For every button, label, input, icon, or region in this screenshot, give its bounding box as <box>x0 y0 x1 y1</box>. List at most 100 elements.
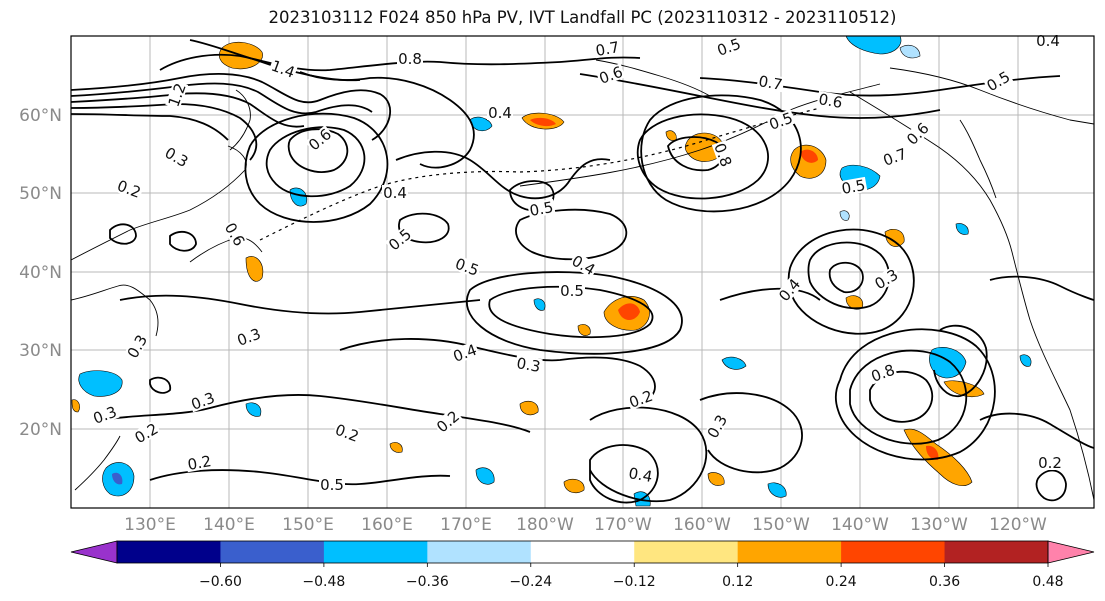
contour-label: 0.7 <box>757 72 784 94</box>
colorbar-frame <box>116 540 1049 564</box>
contour-label-bg <box>1035 33 1061 48</box>
contour-label-bg <box>903 119 933 149</box>
map-title: 2023103112 F024 850 hPa PV, IVT Landfall… <box>268 8 897 27</box>
latitude-label: 40°N <box>19 263 62 283</box>
contour-label-bg <box>131 419 162 446</box>
positive-anomaly <box>530 117 556 127</box>
contour-label-bg <box>880 145 910 169</box>
contour-label-bg <box>596 63 626 87</box>
contour-label: 0.2 <box>186 452 213 474</box>
contour-label-bg <box>711 140 735 170</box>
longitude-label: 150°E <box>282 515 334 535</box>
negative-anomaly <box>475 467 495 485</box>
contour-label-bg <box>332 421 362 445</box>
colorbar-label: −0.24 <box>509 574 552 590</box>
contour-label: 0.4 <box>1036 32 1060 50</box>
positive-anomaly <box>926 445 939 460</box>
contour-label: 0.3 <box>515 354 542 376</box>
colorbar-segment <box>117 541 221 563</box>
colorbar-left-extend <box>70 540 118 564</box>
longitude-label: 130°W <box>910 515 968 535</box>
contour-label-bg <box>161 143 192 170</box>
colorbar-segment <box>737 541 842 563</box>
contour-label-bg <box>304 125 335 154</box>
positive-anomaly <box>245 256 264 282</box>
contour-label-bg <box>487 105 513 120</box>
latitude-label: 30°N <box>19 341 62 361</box>
colorbar-label: 0.12 <box>722 574 753 590</box>
longitude-label: 140°E <box>203 515 255 535</box>
longitude-labels: 130°E 140°E 150°E 160°E 170°E 180°W 170°W 160°W… <box>124 515 1047 535</box>
contour-label-bg <box>868 361 898 385</box>
negative-anomaly <box>112 472 123 485</box>
longitude-label: 160°E <box>361 515 413 535</box>
contour-label-bg <box>268 57 298 81</box>
contour-label: 0.6 <box>817 90 844 112</box>
contour-label: 0.7 <box>594 38 621 60</box>
contour-label-bg <box>450 341 480 365</box>
negative-anomaly <box>899 44 921 59</box>
contour-label-bg <box>527 198 556 219</box>
colorbar-label: 0.24 <box>826 574 857 590</box>
colorbar <box>70 540 1095 564</box>
longitude-label: 150°W <box>752 515 810 535</box>
contour-label: 0.2 <box>1038 454 1062 472</box>
colorbar-segment <box>841 541 946 563</box>
longitude-label: 180°W <box>516 515 574 535</box>
contour-label-bg <box>384 225 415 254</box>
contour-label-bg <box>766 109 796 133</box>
contour-label-bg <box>839 176 868 197</box>
contour-label: 0.8 <box>398 50 422 68</box>
contour-label-bg <box>559 283 585 298</box>
contour-label-bg <box>714 35 744 59</box>
colorbar-right-extend <box>1047 540 1095 564</box>
latitude-labels: 60°N 50°N 40°N 30°N 20°N <box>19 106 62 440</box>
colorbar-label: −0.36 <box>406 574 449 590</box>
contour-label: 0.4 <box>627 464 654 486</box>
positive-anomaly <box>800 149 818 163</box>
negative-anomaly <box>469 116 493 132</box>
positive-anomaly <box>389 442 403 453</box>
contour-label-bg <box>222 219 249 250</box>
negative-anomaly <box>245 402 262 417</box>
contour-labels: 0.8 0.7 0.5 0.40.51.41.20.6 0.70.40.60.50.30… <box>90 32 1063 494</box>
contour-label-bg <box>382 185 408 200</box>
colorbar-segment <box>944 541 1049 563</box>
colorbar-labels: −0.60 −0.48 −0.36 −0.24 −0.12 0.12 0.24 0.36 0.4… <box>199 563 1064 590</box>
contour-label-bg <box>114 177 144 201</box>
contour-label: 0.5 <box>840 176 867 198</box>
contour-label-bg <box>397 51 423 66</box>
longitude-label: 170°W <box>594 515 652 535</box>
contour-label-bg <box>816 90 845 111</box>
negative-anomaly <box>1019 354 1032 367</box>
contour-label-bg <box>514 354 543 375</box>
colorbar-label: −0.48 <box>302 574 345 590</box>
negative-anomaly <box>721 356 747 370</box>
positive-anomaly <box>884 229 905 247</box>
contour-label-bg <box>452 255 482 279</box>
negative-anomaly <box>955 223 969 235</box>
positive-anomaly <box>71 399 80 413</box>
contour-label: 0.4 <box>488 104 512 122</box>
positive-anomaly <box>519 400 539 416</box>
negative-anomaly <box>533 298 546 311</box>
negative-anomaly <box>289 187 308 207</box>
colorbar-segment <box>530 541 635 563</box>
contour-label-bg <box>626 464 655 485</box>
longitude-label: 170°E <box>440 515 492 535</box>
latitude-label: 20°N <box>19 420 62 440</box>
positive-anomaly <box>943 380 985 397</box>
colorbar-segment <box>634 541 739 563</box>
colorbar-label: 0.36 <box>929 574 960 590</box>
colorbar-label: −0.60 <box>199 574 242 590</box>
contour-label-bg <box>188 389 218 413</box>
colorbar-label: −0.12 <box>613 574 656 590</box>
contour-label-bg <box>775 274 804 305</box>
negative-anomaly <box>839 210 850 221</box>
contour-label-bg <box>90 403 120 427</box>
contour-label-bg <box>1037 455 1063 470</box>
latitude-label: 50°N <box>19 184 62 204</box>
negative-anomaly <box>767 482 787 498</box>
longitude-label: 120°W <box>989 515 1047 535</box>
